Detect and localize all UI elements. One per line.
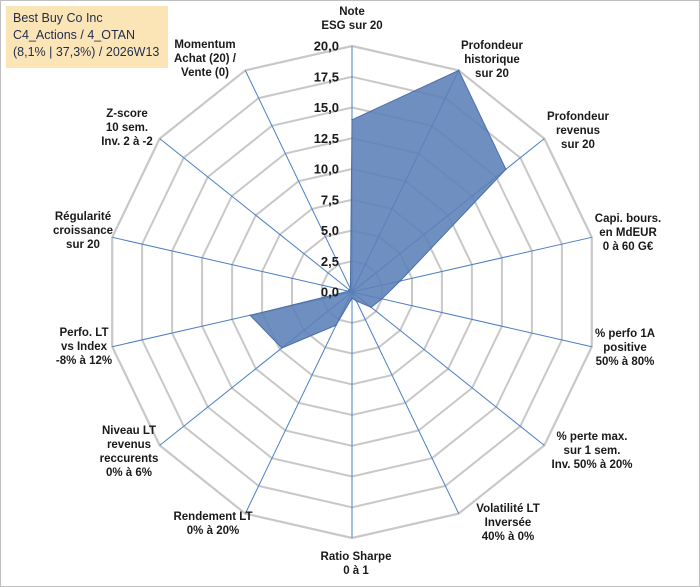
axis-label-5: % perfo 1A positive 50% à 80% [595,328,655,368]
tick-label: 15,0 [314,100,339,115]
tick-label: 20,0 [314,39,339,54]
axis-label-line: reccurents [100,453,159,465]
tick-label: 17,5 [314,69,339,84]
spoke-6 [351,291,545,446]
axis-label-line: sur 20 [475,68,509,80]
axis-label-line: revenus [107,439,151,451]
axis-label-line: en MdEUR [599,227,657,239]
axis-label-line: ESG sur 20 [321,20,382,32]
series-point-9 [335,324,337,327]
axis-label-line: Rendement LT [173,511,252,523]
series-point-2 [457,69,460,72]
axis-label-8: Ratio Sharpe 0 à 1 [321,551,392,577]
series-point-13 [348,288,350,291]
radar-axis-labels: Note ESG sur 20 Profondeur historique sur 20… [53,6,661,577]
axis-label-line: Volatilité LT [476,503,539,515]
axis-label-line: Profondeur [461,40,523,52]
axis-label-13: Z-score 10 sem. Inv. 2 à -2 [101,108,153,148]
axis-label-3: Profondeur revenus sur 20 [547,111,609,151]
axis-label-line: 50% à 80% [596,356,655,368]
axis-label-9: Rendement LT 0% à 20% [173,511,252,537]
radar-series [249,69,507,349]
axis-label-line: % perfo 1A [595,328,655,340]
axis-label-10: Niveau LT revenus reccurents 0% à 6% [100,425,159,479]
series-point-1 [351,119,353,121]
axis-label-7: Volatilité LT Inversée 40% à 0% [476,503,539,543]
chart-title-line-1: Best Buy Co Inc [13,11,103,25]
spoke-13 [159,138,353,293]
axis-label-line: historique [464,54,520,66]
axis-label-line: Momentum [174,39,235,51]
tick-label: 2,5 [321,254,339,269]
spoke-14 [244,70,353,293]
series-point-6 [370,306,373,309]
series-point-12 [347,290,350,293]
series-point-3 [505,168,507,171]
spoke-5 [351,291,592,348]
axis-label-line: -8% à 12% [56,355,112,367]
axis-label-line: 0 à 60 G€ [603,241,654,253]
axis-label-line: Niveau LT [102,425,156,437]
spoke-9 [244,291,353,514]
axis-label-line: vs Index [61,341,108,353]
spoke-7 [351,291,460,514]
chart-title-line-2: C4_Actions / 4_OTAN [13,28,136,42]
axis-label-line: Régularité [55,211,111,223]
axis-label-14: Momentum Achat (20) / Vente (0) [174,39,237,79]
axis-label-line: Note [339,6,365,18]
series-point-8 [351,297,353,299]
series-point-4 [399,280,401,282]
axis-label-12: Régularité croissance sur 20 [53,211,113,251]
series-point-10 [281,347,283,349]
series-point-11 [249,314,251,317]
axis-label-line: Z-score [106,108,148,120]
tick-label: 12,5 [314,131,339,146]
axis-label-line: sur 20 [561,139,595,151]
series-point-7 [355,300,358,302]
axis-label-line: Perfo. LT [60,327,109,339]
axis-label-2: Profondeur historique sur 20 [461,40,523,80]
axis-label-line: Inv. 50% à 20% [552,459,633,471]
axis-label-line: 40% à 0% [482,531,534,543]
axis-label-line: 0 à 1 [343,565,369,577]
axis-label-line: sur 20 [66,239,100,251]
axis-label-1: Note ESG sur 20 [321,6,382,32]
tick-label: 0,0 [321,285,339,300]
radar-tick-labels: 0,0 2,5 5,0 7,5 10,0 12,5 15,0 17,5 20,0 [314,39,339,300]
axis-label-line: Capi. bours. [595,213,661,225]
axis-label-line: sur 1 sem. [564,445,621,457]
spoke-12 [112,236,353,293]
tick-label: 7,5 [321,192,339,207]
axis-label-line: Vente (0) [181,67,229,79]
axis-label-line: 0% à 6% [106,467,152,479]
tick-label: 10,0 [314,162,339,177]
axis-label-6: % perte max. sur 1 sem. Inv. 50% à 20% [552,431,633,471]
axis-label-line: Ratio Sharpe [321,551,392,563]
axis-label-line: 10 sem. [106,122,148,134]
axis-label-line: Inv. 2 à -2 [101,136,153,148]
axis-label-line: croissance [53,225,113,237]
series-point-14 [349,287,352,290]
axis-label-line: 0% à 20% [187,525,239,537]
axis-label-line: revenus [556,125,600,137]
axis-label-line: Inversée [485,517,532,529]
chart-title-box: Best Buy Co Inc C4_Actions / 4_OTAN (8,1… [6,6,168,68]
axis-label-4: Capi. bours. en MdEUR 0 à 60 G€ [595,213,661,253]
axis-label-line: Achat (20) / [174,53,237,65]
axis-label-line: % perte max. [557,431,628,443]
axis-label-line: positive [603,342,646,354]
axis-label-line: Profondeur [547,111,609,123]
series-point-5 [381,298,383,300]
chart-title-line-3: (8,1% | 37,3%) / 2026W13 [13,45,160,59]
axis-label-11: Perfo. LT vs Index -8% à 12% [56,327,112,367]
tick-label: 5,0 [321,223,339,238]
